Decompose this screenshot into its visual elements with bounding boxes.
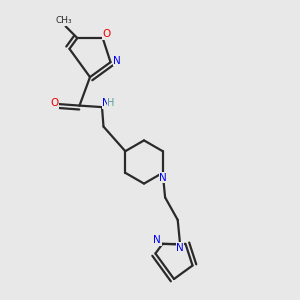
Text: N: N xyxy=(153,235,161,245)
Text: CH₃: CH₃ xyxy=(56,16,72,26)
Text: O: O xyxy=(50,98,58,109)
Text: N: N xyxy=(113,56,121,66)
Text: N: N xyxy=(159,172,167,183)
Text: N: N xyxy=(176,243,184,253)
Text: H: H xyxy=(107,98,115,108)
Text: N: N xyxy=(102,98,110,108)
Text: O: O xyxy=(103,29,111,39)
